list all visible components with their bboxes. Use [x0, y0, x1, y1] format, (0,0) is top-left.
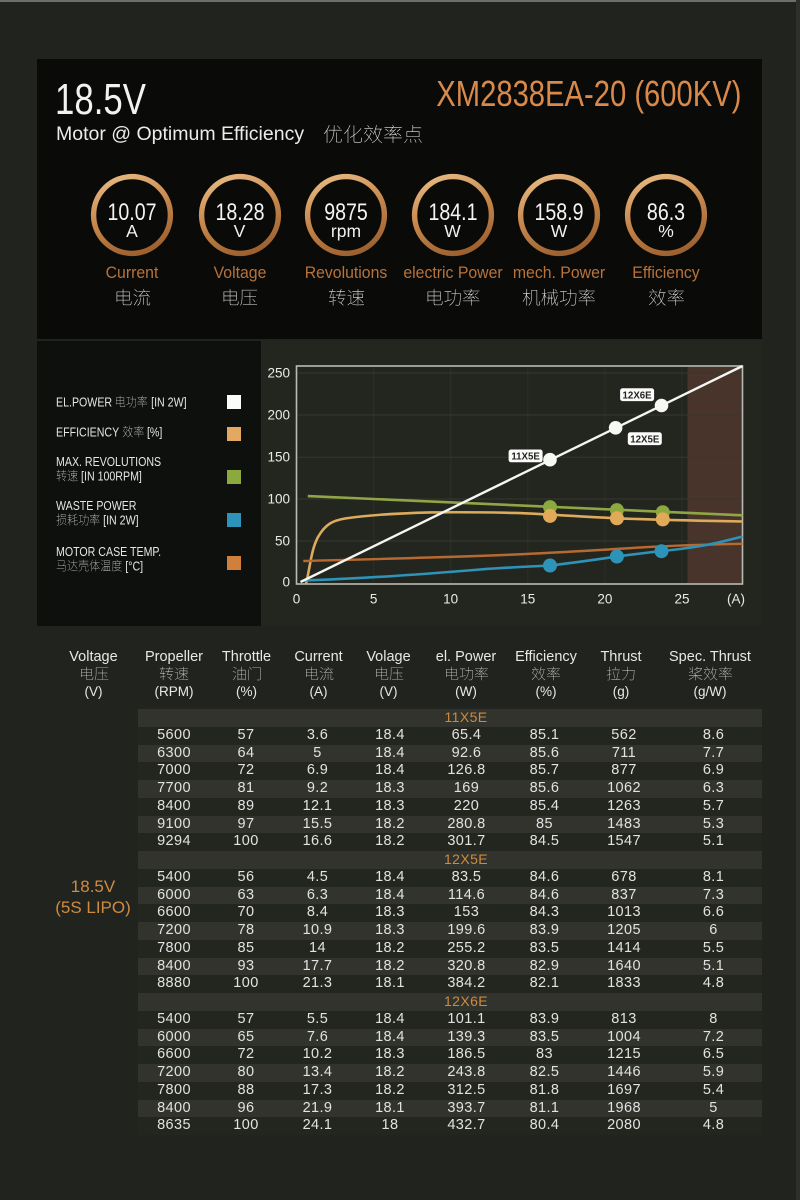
svg-text:50: 50: [275, 534, 290, 549]
svg-text:12X6E: 12X6E: [623, 391, 653, 402]
svg-text:0: 0: [293, 592, 301, 607]
svg-text:20: 20: [597, 592, 612, 607]
svg-text:10: 10: [443, 592, 458, 607]
svg-text:0: 0: [282, 575, 290, 590]
svg-text:200: 200: [267, 408, 290, 423]
svg-text:5: 5: [370, 592, 378, 607]
svg-text:25: 25: [674, 592, 689, 607]
svg-text:150: 150: [267, 450, 290, 465]
svg-text:12X5E: 12X5E: [630, 435, 660, 446]
svg-text:250: 250: [267, 366, 290, 381]
svg-text:11X5E: 11X5E: [511, 452, 540, 463]
svg-text:(A): (A): [727, 592, 745, 607]
svg-text:15: 15: [520, 592, 535, 607]
svg-text:100: 100: [267, 492, 290, 507]
